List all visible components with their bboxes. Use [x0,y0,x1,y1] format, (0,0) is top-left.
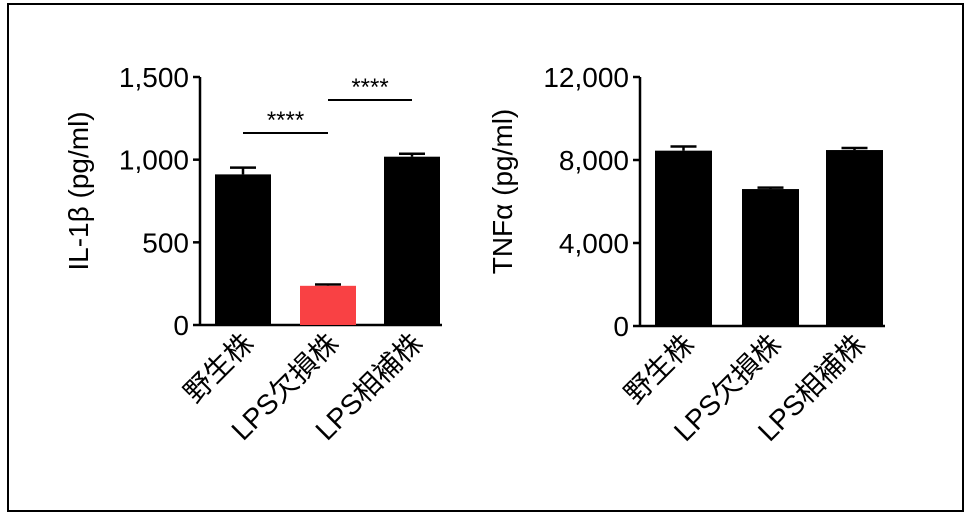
x-tick-label: 野生株 [618,328,699,409]
y-tick-label: 1,500 [119,62,189,93]
y-tick-label: 500 [142,227,189,258]
bar-1 [655,150,712,326]
y-tick-label: 1,000 [119,145,189,176]
y-tick-label: 12,000 [543,62,629,93]
y-tick-label: 4,000 [559,228,629,259]
bar-1 [215,174,271,325]
bar-3 [384,156,440,325]
y-axis-label: TNFα (pg/ml) [487,109,518,275]
bar-3 [826,150,883,326]
y-tick-label: 8,000 [559,145,629,176]
y-tick-label: 0 [173,310,189,341]
y-axis-label: IL-1β (pg/ml) [63,111,94,270]
x-tick-label: 野生株 [178,327,259,408]
significance-label: **** [351,74,388,101]
figure-border [7,3,964,512]
significance-label: **** [267,107,304,134]
y-tick-label: 0 [613,311,629,342]
bar-2 [300,285,356,325]
bar-2 [742,189,799,326]
